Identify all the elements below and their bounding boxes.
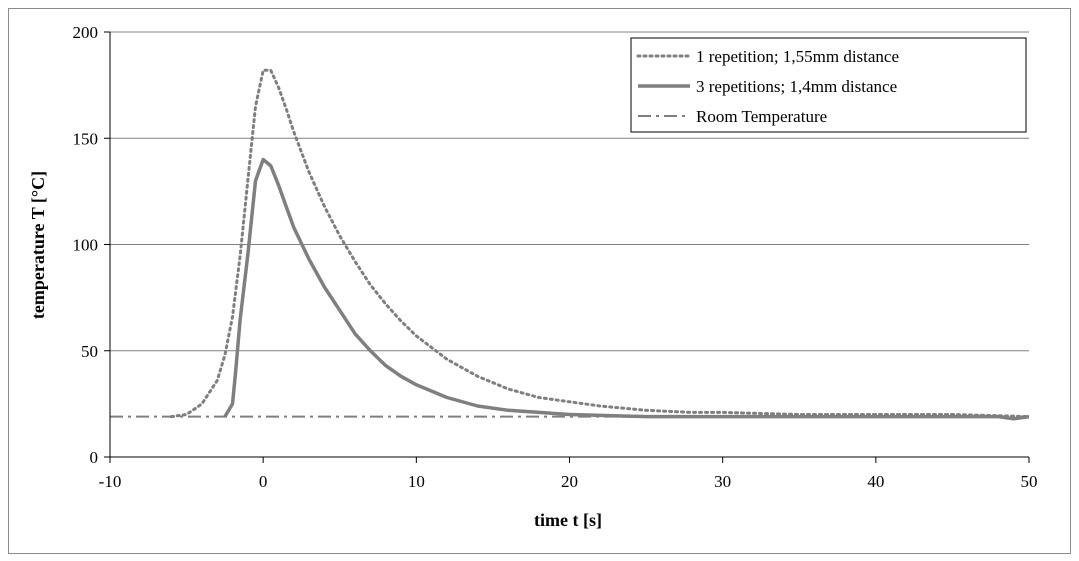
x-tick-label: -10 [99,472,122,491]
series-line-1 [169,68,1031,419]
y-tick-label: 0 [90,448,99,467]
y-tick-label: 200 [73,23,99,42]
series-line-2 [223,157,1030,421]
x-tick-label: 10 [408,472,425,491]
y-axis-title: temperature T [°C] [28,171,48,319]
x-tick-label: 40 [867,472,884,491]
legend-label-series-2: 3 repetitions; 1,4mm distance [696,77,897,96]
x-tick-label: 30 [714,472,731,491]
y-tick-label: 50 [81,342,98,361]
y-tick-label: 150 [73,129,99,148]
legend-label-series-3: Room Temperature [696,107,827,126]
x-tick-label: 50 [1021,472,1038,491]
legend-box [630,37,1027,133]
legend-label-series-1: 1 repetition; 1,55mm distance [696,47,899,66]
gridlines [110,31,1029,352]
y-tick-label: 100 [73,236,99,255]
x-tick-label: 0 [259,472,268,491]
x-tick-label: 20 [561,472,578,491]
x-axis-title: time t [s] [534,510,602,530]
axes [104,31,1030,463]
legend: 1 repetition; 1,55mm distance 3 repetiti… [630,37,1027,133]
series-layer [110,68,1031,421]
